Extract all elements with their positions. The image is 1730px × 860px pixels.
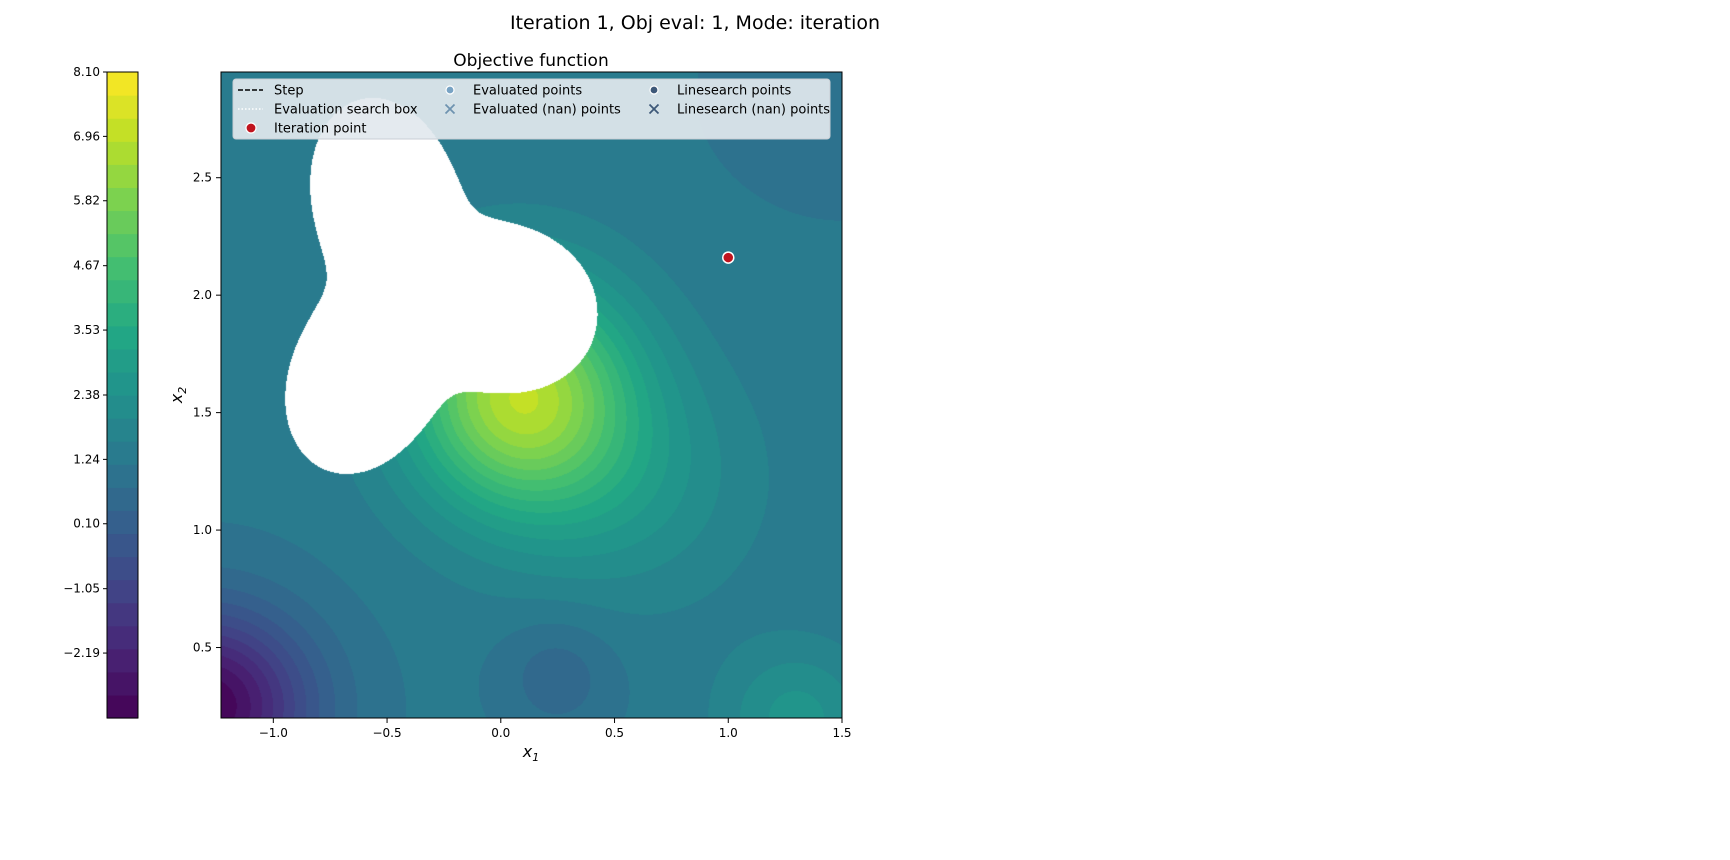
legend-label: Step xyxy=(274,84,304,99)
colorbar-tick-label: −1.05 xyxy=(63,582,100,596)
colorbar-tick-label: 2.38 xyxy=(73,388,100,402)
x-tick-label: 0.5 xyxy=(605,726,624,740)
colorbar-band xyxy=(107,556,138,581)
y-axis-label: x2 xyxy=(167,387,189,404)
legend-label: Linesearch (nan) points xyxy=(677,103,830,118)
y-tick-label: 2.5 xyxy=(193,171,212,185)
contour-fill xyxy=(221,72,842,718)
colorbar-band xyxy=(107,141,138,165)
iteration-point-marker xyxy=(722,251,735,264)
legend: Step Evaluation search box Iteration point… xyxy=(232,78,831,140)
legend-label: Linesearch points xyxy=(677,84,792,99)
plot-frame xyxy=(220,71,843,719)
colorbar-band xyxy=(107,187,138,212)
legend-marker-evaluated-points xyxy=(445,85,455,95)
legend-box xyxy=(232,78,831,140)
colorbar-band xyxy=(107,579,138,604)
legend-label: Evaluated points xyxy=(473,84,582,99)
colorbar-tick-label: 4.67 xyxy=(73,259,100,273)
legend-marker-linesearch-nan-points xyxy=(648,103,660,115)
colorbar-tick-label: 8.10 xyxy=(73,65,100,79)
colorbar-band xyxy=(107,233,138,258)
colorbar-band xyxy=(107,210,138,235)
y-tick-label: 1.0 xyxy=(193,523,212,537)
colorbar-band xyxy=(107,95,138,119)
axes-title: Objective function xyxy=(453,51,608,71)
colorbar-band xyxy=(107,302,138,327)
y-tick-label: 2.0 xyxy=(193,288,212,302)
colorbar-frame xyxy=(106,71,139,719)
legend-label: Iteration point xyxy=(274,122,366,137)
figure-suptitle: Iteration 1, Obj eval: 1, Mode: iteratio… xyxy=(509,12,881,34)
legend-marker-linesearch-points xyxy=(649,85,659,95)
colorbar-tick-label: 6.96 xyxy=(73,129,100,143)
colorbar-tick-label: 5.82 xyxy=(73,194,100,208)
colorbar-tick-label: 3.53 xyxy=(73,323,100,337)
colorbar-band xyxy=(107,464,138,488)
colorbar-band xyxy=(107,533,138,558)
colorbar-band xyxy=(107,602,138,627)
legend-label: Evaluated (nan) points xyxy=(473,103,621,118)
colorbar-band xyxy=(107,671,138,696)
legend-marker-iteration-point xyxy=(245,122,257,134)
colorbar-band xyxy=(107,441,138,465)
colorbar-band xyxy=(107,72,138,96)
colorbar-tick-label: 0.10 xyxy=(73,517,100,531)
colorbar-band xyxy=(107,694,138,719)
axis-ticks: −1.0 −0.5 0.0 0.5 1.0 1.5 0.5 1.0 1.5 2.0 2.5 xyxy=(193,171,852,740)
colorbar-band xyxy=(107,118,138,142)
x-tick-label: −1.0 xyxy=(259,726,288,740)
colorbar-band xyxy=(107,510,138,535)
colorbar-band xyxy=(107,418,138,442)
colorbar-band xyxy=(107,279,138,304)
colorbar-band xyxy=(107,648,138,673)
colorbar-band xyxy=(107,371,138,396)
y-tick-label: 0.5 xyxy=(193,641,212,655)
colorbar-band xyxy=(107,164,138,188)
x-tick-label: −0.5 xyxy=(372,726,401,740)
colorbar-band xyxy=(107,256,138,281)
colorbar-band xyxy=(107,395,138,419)
x-tick-label: 1.5 xyxy=(832,726,851,740)
y-tick-label: 1.5 xyxy=(193,406,212,420)
colorbar-tick-label: −2.19 xyxy=(63,646,100,660)
colorbar-band xyxy=(107,325,138,350)
x-tick-label: 0.0 xyxy=(491,726,510,740)
colorbar-tick-label: 1.24 xyxy=(73,452,100,466)
colorbar-band xyxy=(107,625,138,650)
legend-marker-evaluated-nan-points xyxy=(444,103,456,115)
colorbar: −2.19 −1.05 0.10 1.24 2.38 3.53 4.67 5.82 6.96 8.… xyxy=(63,65,138,719)
data-points xyxy=(722,251,735,264)
colorbar-band xyxy=(107,487,138,511)
legend-label: Evaluation search box xyxy=(274,103,418,118)
colorbar-band xyxy=(107,348,138,373)
x-axis-label: x1 xyxy=(522,742,539,764)
x-tick-label: 1.0 xyxy=(719,726,738,740)
